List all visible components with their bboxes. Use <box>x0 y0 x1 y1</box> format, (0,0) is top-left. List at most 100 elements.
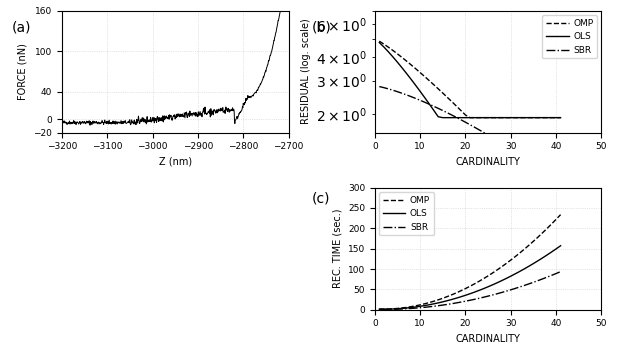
OMP <box>403 59 410 63</box>
SBR <box>557 134 564 139</box>
OMP <box>489 115 497 120</box>
SBR <box>398 91 405 95</box>
OMP <box>394 52 401 56</box>
SBR <box>480 295 487 299</box>
OLS <box>548 115 556 120</box>
SBR <box>516 285 523 289</box>
Line: OMP: OMP <box>379 41 560 118</box>
SBR <box>489 134 497 139</box>
OLS <box>443 115 451 120</box>
OLS <box>466 115 474 120</box>
SBR <box>412 96 419 101</box>
OLS <box>380 45 388 49</box>
SBR <box>494 134 501 139</box>
OLS <box>466 292 474 296</box>
SBR <box>380 307 388 312</box>
SBR <box>430 104 437 108</box>
OLS <box>448 115 456 120</box>
OMP <box>421 74 428 78</box>
SBR <box>521 134 528 139</box>
OMP <box>453 291 460 295</box>
OMP <box>525 243 533 247</box>
SBR <box>435 106 442 111</box>
SBR <box>389 307 397 312</box>
OMP <box>502 115 510 120</box>
OMP <box>480 277 487 281</box>
Text: (a): (a) <box>12 20 32 34</box>
SBR <box>457 300 464 304</box>
OMP <box>529 239 537 243</box>
OMP <box>552 115 560 120</box>
OLS <box>403 306 410 310</box>
OLS <box>407 77 415 81</box>
OMP <box>435 298 442 302</box>
SBR <box>534 134 542 139</box>
OLS <box>412 305 419 309</box>
OMP <box>557 115 564 120</box>
OMP <box>394 306 401 310</box>
OLS <box>543 115 551 120</box>
OMP <box>457 108 464 113</box>
OLS <box>498 115 505 120</box>
OMP <box>425 78 433 83</box>
OMP <box>525 115 533 120</box>
SBR <box>494 292 501 296</box>
OLS <box>417 89 424 93</box>
OLS <box>407 306 415 310</box>
SBR <box>552 134 560 139</box>
SBR <box>489 293 497 297</box>
SBR <box>543 134 551 139</box>
Text: (c): (c) <box>311 191 330 205</box>
SBR <box>498 134 505 139</box>
SBR <box>425 102 433 106</box>
Line: OMP: OMP <box>379 215 560 309</box>
Y-axis label: FORCE (nN): FORCE (nN) <box>18 43 28 100</box>
SBR <box>412 306 419 310</box>
OMP <box>407 63 415 67</box>
OMP <box>512 254 519 259</box>
SBR <box>407 306 415 310</box>
SBR <box>435 303 442 308</box>
SBR <box>462 299 469 303</box>
OMP <box>471 115 478 120</box>
OMP <box>521 247 528 251</box>
SBR <box>498 290 505 295</box>
Y-axis label: RESIDUAL (log. scale): RESIDUAL (log. scale) <box>301 19 311 125</box>
OLS <box>471 115 478 120</box>
OMP <box>462 113 469 117</box>
OLS <box>421 95 428 100</box>
SBR <box>376 84 383 89</box>
OMP <box>389 307 397 311</box>
SBR <box>484 294 492 298</box>
Legend: OMP, OLS, SBR: OMP, OLS, SBR <box>542 15 597 58</box>
SBR <box>453 301 460 305</box>
OLS <box>439 300 446 304</box>
OLS <box>507 115 515 120</box>
SBR <box>376 307 383 312</box>
OLS <box>529 115 537 120</box>
OLS <box>417 304 424 308</box>
OMP <box>552 217 560 221</box>
X-axis label: CARDINALITY: CARDINALITY <box>456 334 521 344</box>
SBR <box>521 283 528 288</box>
OLS <box>435 301 442 305</box>
OLS <box>552 247 560 251</box>
SBR <box>552 271 560 276</box>
OMP <box>543 115 551 120</box>
OMP <box>516 251 523 255</box>
SBR <box>529 280 537 284</box>
OLS <box>529 262 537 266</box>
Line: SBR: SBR <box>379 87 560 137</box>
OLS <box>384 307 392 311</box>
SBR <box>480 130 487 134</box>
OLS <box>516 115 523 120</box>
OMP <box>457 289 464 293</box>
SBR <box>380 86 388 90</box>
OMP <box>543 226 551 231</box>
OLS <box>494 281 501 285</box>
OLS <box>389 307 397 311</box>
OLS <box>543 253 551 257</box>
OMP <box>448 100 456 104</box>
OMP <box>466 284 474 288</box>
OLS <box>430 302 437 306</box>
